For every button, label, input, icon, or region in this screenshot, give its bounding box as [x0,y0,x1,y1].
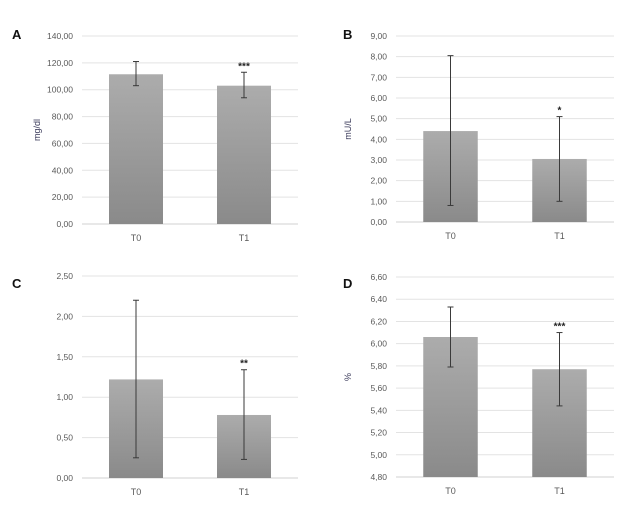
y-tick-label: 7,00 [370,72,387,82]
significance-marker: * [558,106,562,117]
x-tick-label: T1 [554,231,565,241]
y-tick-label: 4,00 [370,134,387,144]
y-tick-label: 2,00 [56,311,73,321]
y-tick-label: 140,00 [47,31,73,41]
y-tick-label: 20,00 [52,192,74,202]
y-tick-label: 4,80 [370,472,387,482]
y-tick-label: 3,00 [370,155,387,165]
x-tick-label: T1 [239,487,250,497]
chart-panel-a: 0,00 20,00 40,00 60,00 80,00 100,00 120,00 140,… [12,27,298,243]
y-tick-label: 0,00 [370,217,387,227]
y-tick-label: 9,00 [370,31,387,41]
y-tick-label: 6,00 [370,93,387,103]
y-tick-label: 6,20 [370,316,387,326]
significance-marker: ** [240,359,248,370]
chart-panel-c: 0,00 0,50 1,00 1,50 2,00 2,50 T0 ** T1 C [12,271,298,497]
panel-label: A [12,27,22,42]
y-axis-label: mU/L [343,118,353,140]
y-tick-label: 60,00 [52,138,74,148]
y-tick-label: 6,40 [370,294,387,304]
y-tick-label: 5,00 [370,114,387,124]
x-tick-label: T0 [131,487,142,497]
chart-panel-d: 4,80 5,00 5,20 5,40 5,60 5,80 6,00 6,20 6,40 6,60… [343,272,614,496]
y-tick-label: 1,50 [56,352,73,362]
y-tick-label: 5,60 [370,383,387,393]
y-tick-label: 5,40 [370,405,387,415]
chart-panels: 0,00 20,00 40,00 60,00 80,00 100,00 120,00 140,… [12,27,614,497]
y-tick-label: 0,50 [56,433,73,443]
y-tick-label: 5,00 [370,450,387,460]
x-tick-label: T1 [554,486,565,496]
y-axis-label: % [343,373,353,381]
significance-marker: *** [238,61,250,72]
y-tick-label: 8,00 [370,52,387,62]
panel-label: C [12,276,22,291]
y-tick-label: 120,00 [47,58,73,68]
y-tick-label: 2,50 [56,271,73,281]
y-tick-label: 2,00 [370,176,387,186]
y-tick-label: 6,00 [370,339,387,349]
y-tick-label: 1,00 [370,196,387,206]
y-tick-label: 0,00 [56,473,73,483]
y-tick-label: 0,00 [56,219,73,229]
significance-marker: *** [554,322,566,333]
chart-panel-b: 0,00 1,00 2,00 3,00 4,00 5,00 6,00 7,00 8,00 9,00… [343,27,614,241]
y-tick-label: 6,60 [370,272,387,282]
y-tick-label: 5,20 [370,428,387,438]
y-tick-label: 100,00 [47,85,73,95]
x-tick-label: T0 [131,233,142,243]
y-tick-label: 40,00 [52,165,74,175]
y-axis-label: mg/dl [32,119,42,141]
bar-t1 [217,85,271,224]
panel-label: D [343,276,352,291]
y-tick-label: 5,80 [370,361,387,371]
x-tick-label: T0 [445,231,456,241]
x-tick-label: T1 [239,233,250,243]
panel-label: B [343,27,352,42]
y-tick-label: 80,00 [52,112,74,122]
bar-t0 [109,74,163,225]
x-tick-label: T0 [445,486,456,496]
y-tick-label: 1,00 [56,392,73,402]
